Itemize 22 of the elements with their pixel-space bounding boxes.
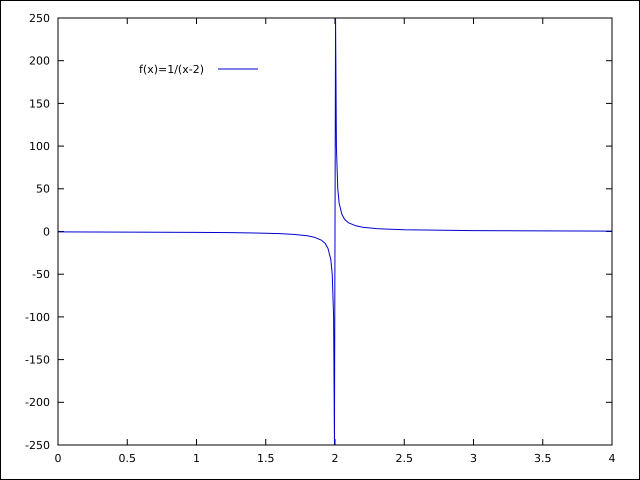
y-tick-label: 200 (29, 54, 50, 68)
legend-label: f(x)=1/(x-2) (139, 62, 204, 76)
y-tick-label: 250 (29, 12, 50, 25)
y-tick-label: -200 (25, 396, 50, 410)
y-tick-label: 150 (29, 97, 50, 110)
y-tick-label: -150 (25, 353, 50, 366)
x-tick-label: 1 (193, 452, 200, 465)
x-tick-label: 3.5 (534, 452, 552, 465)
x-tick-label: 2 (332, 452, 338, 465)
y-tick-label: 100 (29, 140, 50, 153)
y-tick-label: 50 (36, 182, 50, 196)
y-tick-label: 0 (43, 225, 50, 238)
y-tick-label: -50 (32, 268, 50, 282)
x-tick-label: 1.5 (257, 452, 274, 465)
x-tick-label: 0.5 (118, 452, 136, 465)
x-tick-label: 2.5 (396, 452, 413, 465)
y-tick-label: -100 (25, 310, 50, 324)
y-tick-label: -250 (25, 438, 50, 452)
x-tick-label: 4 (608, 452, 616, 465)
x-tick-label: 3 (470, 452, 477, 465)
x-tick-label: 0 (54, 452, 62, 465)
line-series (58, 18, 612, 445)
